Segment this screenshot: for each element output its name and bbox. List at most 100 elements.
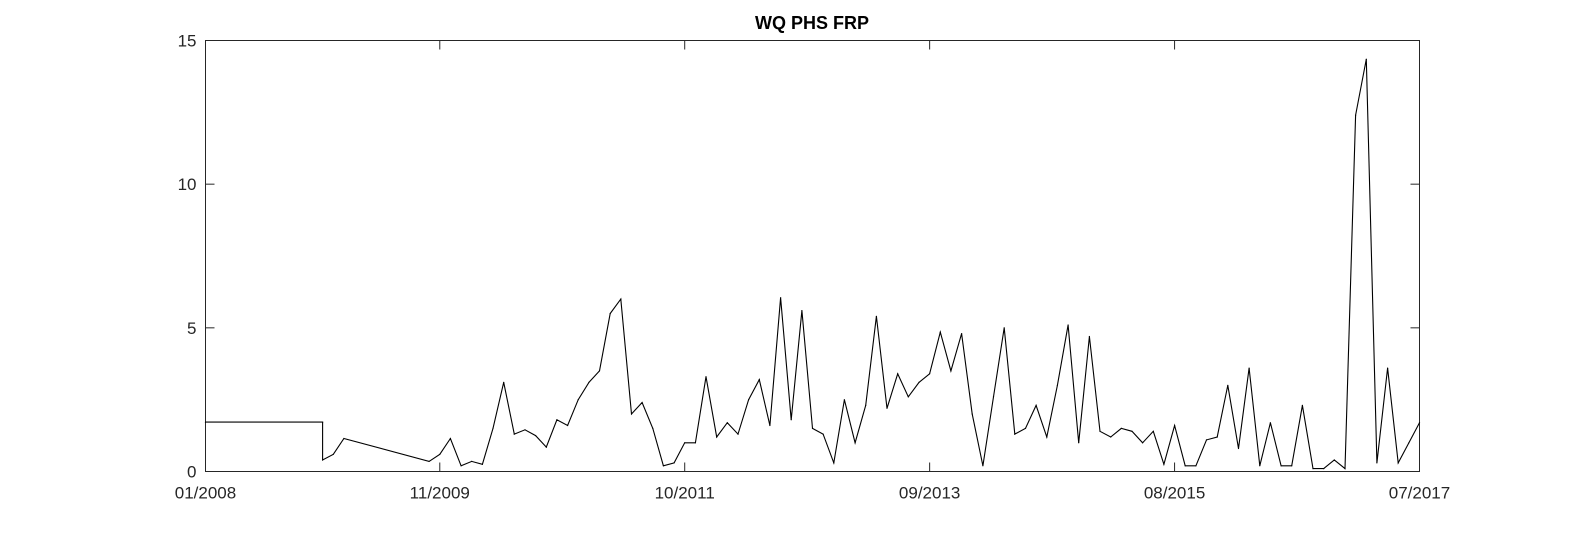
data-point — [1323, 468, 1325, 470]
data-point — [1344, 468, 1346, 470]
data-point — [1195, 465, 1197, 467]
data-point — [790, 419, 792, 421]
data-point — [1237, 447, 1240, 450]
data-point — [545, 446, 547, 448]
x-axis: 01/2008 11/2009 10/2011 09/2013 08/2015 07/20… — [175, 40, 1450, 503]
data-point — [1163, 463, 1165, 465]
data-point — [513, 433, 515, 435]
data-point — [1056, 384, 1058, 386]
data-point — [567, 424, 569, 427]
data-point — [1131, 430, 1133, 432]
data-point — [1418, 422, 1421, 424]
data-point — [577, 399, 579, 401]
data-point — [1014, 433, 1016, 435]
x-tick-label: 11/2009 — [410, 484, 470, 503]
data-point — [481, 463, 483, 465]
data-point — [939, 331, 941, 333]
data-point — [343, 437, 345, 440]
data-point — [322, 421, 324, 423]
data-point — [737, 433, 739, 435]
data-point — [1216, 436, 1218, 438]
data-point — [1174, 424, 1176, 427]
data-point — [843, 399, 846, 401]
data-point — [1003, 327, 1005, 329]
data-point — [1152, 430, 1154, 432]
data-point — [630, 413, 633, 415]
data-point — [524, 429, 526, 431]
data-point — [1301, 404, 1303, 406]
data-point — [897, 373, 899, 375]
data-point — [1376, 462, 1378, 464]
data-point — [833, 462, 835, 464]
data-point — [1205, 439, 1208, 441]
data-point — [929, 373, 931, 375]
data-point — [673, 462, 675, 464]
data-point — [332, 453, 334, 455]
data-point — [1024, 427, 1027, 429]
data-point — [971, 413, 973, 415]
data-point — [204, 421, 207, 423]
x-tick-label: 10/2011 — [655, 484, 715, 503]
data-point — [1269, 422, 1271, 424]
data-point — [1355, 114, 1357, 116]
data-point — [1280, 465, 1282, 467]
data-point — [492, 427, 494, 429]
data-point — [428, 460, 430, 462]
x-tick-label: 07/2017 — [1389, 484, 1450, 503]
data-point — [1142, 442, 1144, 444]
data-point — [854, 442, 856, 444]
data-point — [641, 401, 643, 404]
data-point — [694, 442, 697, 444]
data-point — [822, 433, 824, 435]
data-point — [758, 379, 760, 381]
data-point — [1184, 465, 1186, 467]
data-point — [1110, 436, 1112, 438]
data-point — [556, 419, 558, 421]
data-point — [886, 407, 888, 409]
data-point — [1046, 436, 1048, 438]
data-point — [1408, 442, 1410, 444]
data-point — [620, 298, 622, 300]
data-point — [449, 437, 451, 440]
y-axis: 0 5 10 15 — [178, 32, 1420, 482]
data-point — [1120, 427, 1122, 429]
data-point — [961, 333, 963, 335]
data-point — [769, 424, 771, 427]
y-tick-label: 0 — [187, 463, 196, 482]
data-point — [950, 370, 952, 372]
data-point — [982, 465, 984, 467]
series-line — [205, 59, 1420, 470]
data-point — [503, 381, 505, 383]
data-point — [1312, 468, 1314, 470]
y-tick-label: 10 — [178, 175, 197, 194]
y-tick-label: 15 — [178, 32, 197, 51]
chart-title: WQ PHS FRP — [755, 13, 869, 33]
data-point — [1078, 442, 1080, 444]
data-point — [609, 312, 611, 315]
data-point — [1365, 58, 1367, 60]
data-point — [662, 465, 665, 467]
data-point — [705, 376, 707, 378]
data-point — [1099, 430, 1101, 432]
data-point — [1397, 462, 1399, 464]
data-point — [460, 465, 462, 467]
y-tick-label: 5 — [187, 319, 196, 338]
data-point — [652, 427, 654, 429]
data-point — [801, 310, 803, 312]
data-point — [811, 427, 814, 429]
data-point — [992, 396, 995, 398]
data-point — [780, 297, 782, 299]
data-point — [875, 315, 878, 317]
data-point — [865, 404, 867, 406]
x-tick-label: 09/2013 — [899, 484, 960, 503]
data-point — [907, 396, 909, 398]
data-point — [439, 453, 441, 455]
data-point — [1291, 465, 1293, 467]
x-tick-label: 01/2008 — [175, 484, 236, 503]
data-point — [1227, 384, 1229, 386]
data-point — [1067, 324, 1069, 326]
data-point — [588, 381, 590, 383]
data-point — [1088, 335, 1090, 338]
x-tick-label: 08/2015 — [1144, 484, 1205, 503]
